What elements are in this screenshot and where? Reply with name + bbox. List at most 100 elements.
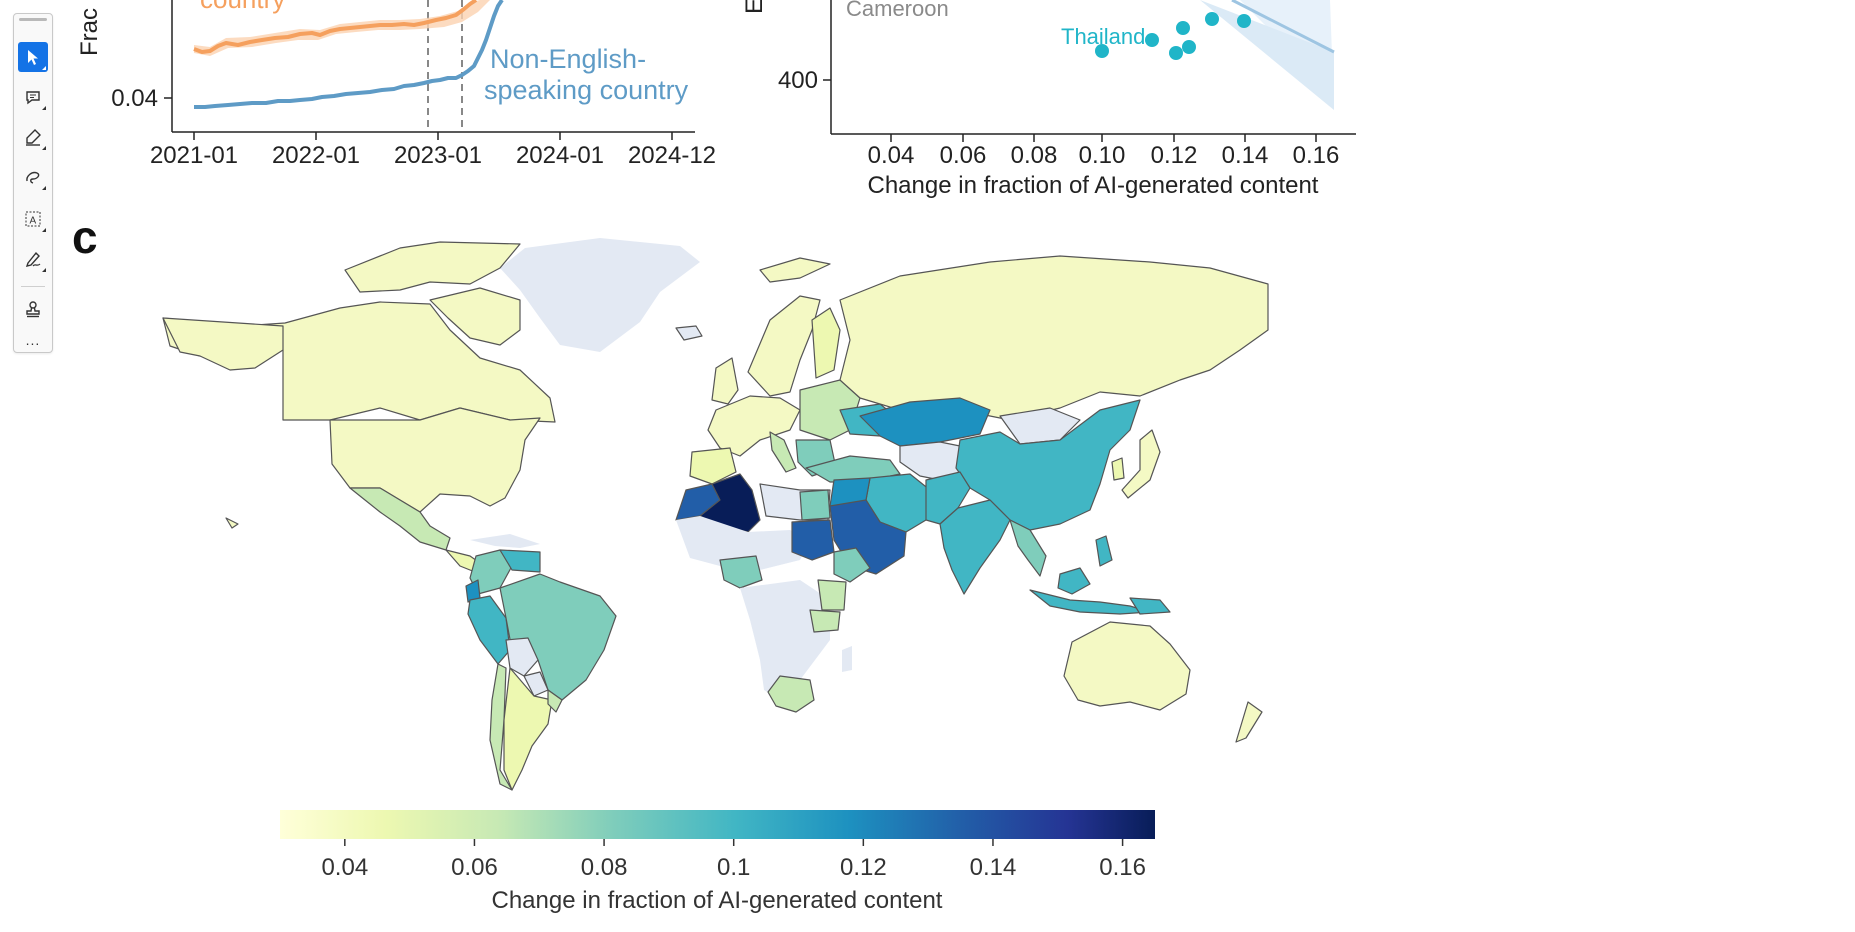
map-region-sudan: [791, 519, 835, 561]
map-region-alaska: [162, 317, 284, 371]
freehand-icon: [26, 171, 40, 184]
sign-pen-icon: [25, 251, 41, 267]
panel-b-point: [1205, 12, 1219, 26]
colorbar-gradient: [280, 810, 1155, 839]
select-tool-caret: [42, 66, 46, 70]
text-select-tool-caret: [42, 228, 46, 232]
map-region-turkey: [805, 455, 901, 483]
colorbar-tick-label: 0.04: [321, 854, 368, 881]
toolbar-separator: [21, 286, 45, 287]
map-region-argentina: [503, 667, 553, 791]
map-region-caribbean: [470, 534, 540, 548]
panel-a-x-tick-label: 2021-01: [150, 142, 238, 169]
map-region-kenya: [817, 579, 847, 611]
panel-b-x-ticks: 0.04 0.06 0.08 0.10 0.12 0.14 0.16: [868, 134, 1340, 169]
map-region-peru: [467, 595, 511, 665]
highlighter-icon: [26, 129, 41, 146]
map-region-mexico: [349, 487, 451, 551]
panel-a-x-tick-label: 2024-12: [628, 142, 716, 169]
map-region-mongolia: [999, 407, 1081, 445]
map-region-kazakhstan: [859, 397, 991, 447]
panel-b-x-tick-label: 0.10: [1079, 142, 1126, 169]
map-region-southern-africa: [767, 675, 815, 713]
panel-b: E 400 0.04 0.06 0.08 0.10 0.12 0.14 0.16…: [741, 0, 1356, 199]
map-region-southeast-asia: [1009, 519, 1047, 577]
colorbar-ticks: 0.04 0.06 0.08 0.1 0.12 0.14 0.16: [321, 839, 1146, 881]
map-region-borneo: [1057, 567, 1091, 595]
map-region-greenland: [500, 238, 700, 352]
comment-tool-button[interactable]: [18, 82, 48, 112]
map-region-russia: [839, 255, 1269, 421]
panel-a: Frac 0.04 2021-01 2022-01 2023-01 2024-0…: [76, 0, 716, 169]
panel-b-regression-line: [1231, 0, 1335, 54]
more-tools-button[interactable]: ...: [25, 332, 41, 348]
map-region-central-africa: [740, 580, 830, 700]
panel-a-non-english-label-2: speaking country: [484, 75, 689, 105]
colorbar-tick-label: 0.12: [840, 854, 887, 881]
map-region-italy: [769, 431, 797, 473]
select-tool-button[interactable]: [18, 42, 48, 72]
map-region-nigeria-ghana: [719, 555, 763, 589]
text-select-tool-button[interactable]: A: [18, 204, 48, 234]
world-map: [162, 238, 1269, 791]
map-region-india: [939, 499, 1011, 595]
panel-a-non-english-line: [194, 0, 504, 109]
colorbar-tick-label: 0.16: [1099, 854, 1146, 881]
map-region-philippines: [1095, 535, 1113, 567]
map-region-papua: [1129, 597, 1171, 615]
panel-b-x-tick-label: 0.06: [940, 142, 987, 169]
map-region-madagascar: [842, 646, 852, 672]
stamp-icon: [26, 301, 40, 318]
map-region-baffin: [429, 287, 521, 346]
fill-sign-tool-caret: [42, 268, 46, 272]
panel-b-point: [1176, 21, 1190, 35]
toolbar-grip[interactable]: [19, 18, 47, 21]
map-region-australia: [1063, 621, 1191, 711]
map-region-iberia: [689, 447, 737, 485]
map-region-uk: [711, 357, 739, 405]
colorbar-tick-label: 0.08: [581, 854, 628, 881]
stamp-tool-button[interactable]: [18, 294, 48, 324]
colorbar-tick-label: 0.06: [451, 854, 498, 881]
annotation-toolbar: A ...: [13, 13, 53, 353]
panel-b-x-tick-label: 0.04: [868, 142, 915, 169]
panel-a-x-ticks: 2021-01 2022-01 2023-01 2024-01 2024-12: [150, 132, 716, 169]
map-region-new-zealand: [1235, 701, 1263, 743]
map-region-iceland: [675, 325, 703, 341]
map-region-scandinavia: [747, 295, 821, 397]
panel-b-x-tick-label: 0.16: [1293, 142, 1340, 169]
panel-b-point: [1145, 33, 1159, 47]
colorbar-tick-label: 0.1: [717, 854, 750, 881]
cursor-icon: [28, 50, 38, 65]
draw-tool-button[interactable]: [18, 162, 48, 192]
comment-tool-caret: [42, 106, 46, 110]
map-region-hawaii: [225, 517, 239, 529]
panel-b-cameroon-label: Cameroon: [846, 0, 949, 21]
fill-sign-tool-button[interactable]: [18, 244, 48, 274]
map-region-tanzania: [809, 609, 841, 633]
svg-text:A: A: [30, 216, 37, 227]
map-region-korea: [1111, 457, 1125, 481]
panel-a-non-english-label-1: Non-English-: [490, 44, 646, 74]
highlight-tool-caret: [42, 146, 46, 150]
map-region-ethiopia: [833, 547, 871, 583]
map-region-egypt: [799, 489, 831, 521]
map-region-sahel: [676, 516, 810, 570]
panel-a-english-line: [193, 0, 478, 54]
panel-b-ylabel: E: [741, 0, 768, 14]
map-region-china: [955, 399, 1141, 531]
panel-b-point: [1095, 44, 1109, 58]
panel-b-point: [1237, 14, 1251, 28]
text-box-icon: A: [25, 211, 41, 227]
panel-b-point: [1169, 46, 1183, 60]
colorbar-tick-label: 0.14: [970, 854, 1017, 881]
map-region-venezuela: [499, 549, 541, 573]
panel-a-x-tick-label: 2023-01: [394, 142, 482, 169]
highlight-tool-button[interactable]: [18, 122, 48, 152]
panel-b-xlabel: Change in fraction of AI-generated conte…: [868, 172, 1319, 199]
panel-b-x-tick-label: 0.08: [1011, 142, 1058, 169]
panel-c-letter: c: [72, 211, 98, 263]
panel-a-english-label: country: [200, 0, 285, 14]
comment-icon: [26, 91, 40, 105]
